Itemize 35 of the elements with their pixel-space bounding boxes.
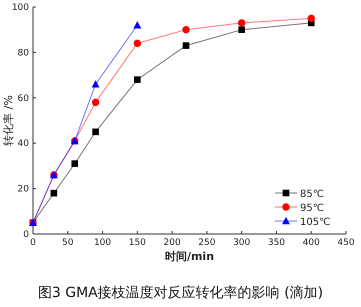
x-tick-label: 150 xyxy=(128,238,146,248)
point xyxy=(182,42,190,49)
x-tick-label: 100 xyxy=(94,238,112,248)
text: 图3 GMA接枝温度对反应转化率的影响 (滴加) xyxy=(38,285,324,301)
y-tick-label: 80 xyxy=(18,48,30,58)
y-tick-label: 20 xyxy=(18,184,30,195)
point xyxy=(133,21,142,28)
y-axis-title: 转化率 /% xyxy=(2,95,15,146)
point xyxy=(308,14,315,22)
point xyxy=(238,19,246,27)
x-axis-title: 时间/min xyxy=(164,250,214,263)
legend-label: 85℃ xyxy=(300,189,324,200)
x-tick-label: 0 xyxy=(30,238,36,248)
y-tick-label: 40 xyxy=(18,139,30,150)
legend-label: 105℃ xyxy=(300,217,330,228)
point xyxy=(92,80,100,88)
point xyxy=(50,190,58,196)
y-tick-label: 60 xyxy=(18,94,30,104)
x-tick-label: 350 xyxy=(268,238,286,248)
point xyxy=(134,40,142,48)
legend-label: 95℃ xyxy=(300,203,324,214)
y-tick-label: 100 xyxy=(12,3,30,13)
point xyxy=(134,76,141,83)
point xyxy=(92,128,99,136)
point xyxy=(92,98,100,106)
x-tick-label: 400 xyxy=(302,238,320,248)
y-tick-label: 0 xyxy=(23,230,30,240)
x-tick-label: 50 xyxy=(62,238,74,248)
point xyxy=(182,26,190,34)
x-tick-label: 450 xyxy=(337,238,355,248)
point xyxy=(238,26,245,33)
x-tick-label: 200 xyxy=(164,238,181,248)
point xyxy=(71,160,78,167)
x-tick-label: 300 xyxy=(233,238,251,248)
x-tick-label: 250 xyxy=(198,238,216,248)
